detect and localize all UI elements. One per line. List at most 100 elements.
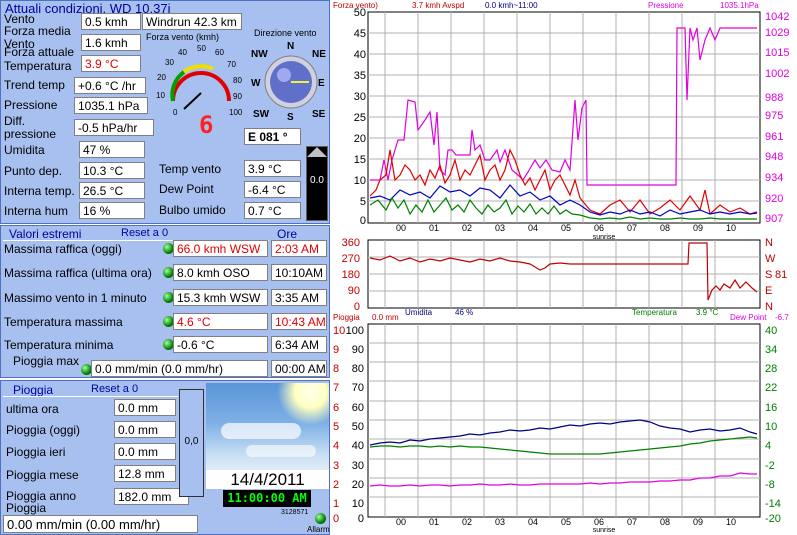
dir-axis-tick: 360 [342, 237, 360, 249]
compass-n: N [287, 41, 294, 52]
temp-axis-tick: 40 [765, 325, 777, 337]
rain-label: Pioggia mese [6, 468, 79, 482]
mid-header-left-val: 0.0 mm [372, 313, 399, 322]
top-x-tick: 05 [561, 223, 571, 233]
rain-rate-value: 0.00 mm/min (0.00 mm/hr) [3, 515, 198, 533]
gauge-tick: 60 [215, 48, 224, 57]
rain-axis-tick: 10 [333, 325, 345, 337]
mid-header-dew: Dew Point [730, 313, 767, 322]
value-vento: 0.5 kmh [81, 13, 141, 30]
bottom-x-tick: 05 [561, 517, 571, 527]
dewpoint-line [369, 472, 757, 487]
gauge-tick: 10 [156, 91, 165, 100]
wind-axis-tick: 25 [354, 112, 366, 124]
wind-axis-tick: 30 [354, 91, 366, 103]
extreme-value: 66.0 kmh WSW [173, 240, 268, 257]
bottom-x-axis: 00 01 02 03 04 05 06 07 08 09 10 sunrise [396, 517, 736, 534]
extreme-label: Pioggia max [13, 354, 80, 368]
top-header-mid2: 0.0 kmh~11:00 [485, 1, 538, 10]
extreme-value: 15.3 kmh WSW [173, 289, 268, 306]
top-x-tick: 07 [627, 223, 637, 233]
dir-axis-right-tick: N [765, 301, 773, 313]
direction-title: Direzione vento [254, 28, 317, 38]
temp-axis-tick: -14 [765, 498, 781, 510]
extreme-value: 4.6 °C [173, 313, 268, 330]
humidity-line [369, 419, 758, 446]
top-header-right-val: 1035.1hPa [720, 1, 759, 10]
label-temp-vento: Temp vento [159, 162, 222, 176]
wind-axis-tick: 15 [354, 154, 366, 166]
extremes-reset[interactable]: Reset a 0 [121, 227, 169, 239]
extreme-label: Massima raffica (oggi) [4, 242, 122, 256]
gauge-tick: 70 [227, 60, 236, 69]
gauge-tick: 40 [178, 48, 187, 57]
label-forza-attuale: Forza attuale [4, 45, 75, 59]
wind-axis-tick: 40 [354, 49, 366, 61]
gauge-title: Forza vento (kmh) [146, 32, 220, 42]
dir-axis-right-tick: E [765, 285, 772, 297]
wind-axis-tick: 0 [360, 215, 366, 227]
pressure-axis-tick: 1029 [765, 27, 789, 39]
value-trend-temp: +0.6 °C /hr [74, 77, 146, 94]
rain-gauge-tube: 0,0 [179, 389, 204, 497]
value-dew-point: -6.4 °C [244, 181, 301, 198]
rain-reset[interactable]: Reset a 0 [91, 383, 139, 395]
cloud [246, 445, 316, 457]
wind-line [369, 196, 757, 220]
extreme-led [81, 364, 92, 375]
pressure-axis-tick: 961 [765, 131, 783, 143]
compass-s: S [287, 112, 294, 121]
gauge-needle [183, 92, 202, 110]
bottom-x-tick: 06 [594, 517, 604, 527]
pressure-axis-tick: 948 [765, 151, 783, 163]
extremes-title: Valori estremi [9, 227, 82, 241]
dir-axis-tick: 270 [342, 253, 360, 265]
rain-label: ultima ora [6, 402, 59, 416]
bottom-sunrise: sunrise [593, 527, 616, 534]
label-bulbo: Bulbo umido [159, 203, 226, 217]
bottom-x-tick: 02 [462, 517, 472, 527]
temp-axis-tick: 4 [765, 440, 771, 452]
top-x-axis: 00 01 02 03 04 05 06 07 08 09 10 sunrise [396, 223, 736, 241]
hum-axis-tick: 50 [352, 421, 364, 433]
alarm-led[interactable] [315, 513, 326, 524]
hum-axis-tick: 0 [358, 513, 364, 525]
direction-line [369, 242, 758, 301]
temp-axis-tick: -2 [765, 460, 775, 472]
wind-axis-tick: 35 [354, 70, 366, 82]
value-interna-hum: 16 % [79, 202, 145, 219]
compass-ne: NE [312, 49, 326, 60]
wind-axis-tick: 5 [360, 196, 366, 208]
rain-rate-value: 0.0 [310, 175, 324, 186]
current-title: Attuali condizioni, WD 10.37i [5, 1, 171, 16]
wind-axis: 50 45 40 35 30 25 20 15 10 5 0 [354, 7, 366, 227]
temp-axis-tick: 10 [765, 421, 777, 433]
top-header-left: Forza vento) [333, 1, 378, 10]
pressure-axis-tick: 1042 [765, 11, 789, 23]
value-forza-media: 1.6 kmh [81, 34, 141, 51]
hum-axis-tick: 90 [352, 344, 364, 356]
pressure-line [370, 26, 757, 186]
hum-axis: 100 90 80 70 60 50 40 30 20 10 0 [346, 325, 364, 525]
pressure-axis-tick: 988 [765, 92, 783, 104]
graphs-area: Forza vento) 3.7 kmh Avspd 0.0 kmh~11:00… [330, 0, 797, 535]
rain-axis-tick: 8 [333, 363, 339, 375]
extreme-label: Massima raffica (ultima ora) [4, 266, 152, 280]
extreme-value: 0.0 mm/min (0.0 mm/hr) [91, 360, 268, 377]
wind-axis-tick: 45 [354, 28, 366, 40]
rain-axis-tick: 3 [333, 460, 339, 472]
dir-axis-tick: 180 [342, 269, 360, 281]
value-interna-temp: 26.5 °C [79, 182, 145, 199]
wind-axis-tick: 10 [354, 175, 366, 187]
dir-axis-right-tick: W [765, 253, 776, 265]
top-x-tick: 03 [495, 223, 505, 233]
label-trend-temp: Trend temp [4, 78, 65, 92]
hum-axis-tick: 10 [352, 498, 364, 510]
bottom-x-tick: 08 [660, 517, 670, 527]
alarm-label[interactable]: Allarmi [307, 525, 332, 534]
compass-nw: NW [251, 49, 268, 60]
extreme-time: 6:34 AM [271, 336, 327, 353]
pressure-axis-tick: 920 [765, 193, 783, 205]
extreme-time: 2:03 AM [271, 240, 327, 257]
label-interna-hum: Interna hum [4, 204, 69, 218]
